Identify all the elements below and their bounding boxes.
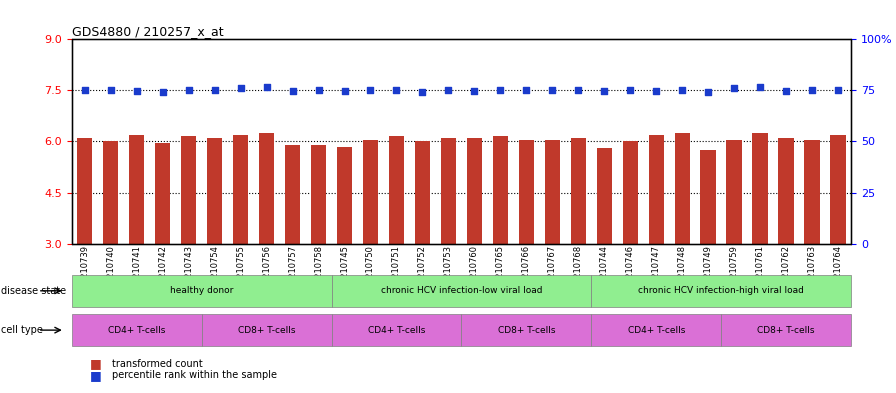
Point <box>545 86 559 93</box>
Bar <box>701 150 716 244</box>
Bar <box>519 140 534 244</box>
Text: transformed count: transformed count <box>112 358 202 369</box>
Point <box>649 88 663 94</box>
Point <box>831 86 845 93</box>
Text: healthy donor: healthy donor <box>170 286 233 295</box>
Bar <box>727 140 742 244</box>
Bar <box>259 133 274 244</box>
Bar <box>389 136 404 244</box>
Bar <box>207 138 222 244</box>
Point <box>493 86 507 93</box>
Bar <box>623 141 638 244</box>
Bar <box>831 135 846 244</box>
Point <box>701 89 715 95</box>
Bar <box>103 141 118 244</box>
Point <box>468 88 482 94</box>
Point <box>156 89 170 95</box>
Point <box>753 84 767 90</box>
Text: CD4+ T-cells: CD4+ T-cells <box>367 326 426 334</box>
Point <box>181 86 195 93</box>
Point <box>364 86 378 93</box>
Text: ■: ■ <box>90 357 101 370</box>
Text: GDS4880 / 210257_x_at: GDS4880 / 210257_x_at <box>72 25 223 38</box>
Bar <box>181 136 196 244</box>
Bar <box>129 135 144 244</box>
Bar <box>233 135 248 244</box>
Point <box>571 86 585 93</box>
Text: CD4+ T-cells: CD4+ T-cells <box>627 326 685 334</box>
Text: chronic HCV infection-low viral load: chronic HCV infection-low viral load <box>381 286 542 295</box>
Bar <box>337 147 352 244</box>
Text: ■: ■ <box>90 369 101 382</box>
Bar <box>753 133 768 244</box>
Point <box>597 88 611 94</box>
Point <box>779 88 794 94</box>
Point <box>207 86 221 93</box>
Bar <box>363 140 378 244</box>
Bar <box>545 140 560 244</box>
Bar <box>597 148 612 244</box>
Point <box>676 86 690 93</box>
Text: percentile rank within the sample: percentile rank within the sample <box>112 370 277 380</box>
Bar <box>415 141 430 244</box>
Point <box>624 86 638 93</box>
Point <box>233 85 247 92</box>
Point <box>260 84 274 90</box>
Point <box>389 86 403 93</box>
Bar <box>311 145 326 244</box>
Point <box>77 86 92 93</box>
Bar <box>285 145 300 244</box>
Text: disease state: disease state <box>1 286 66 296</box>
Bar <box>77 138 92 244</box>
Bar <box>675 133 690 244</box>
Text: cell type: cell type <box>1 325 43 335</box>
Point <box>415 89 430 95</box>
Point <box>727 85 741 92</box>
Bar <box>649 135 664 244</box>
Text: CD8+ T-cells: CD8+ T-cells <box>757 326 815 334</box>
Point <box>519 86 533 93</box>
Text: chronic HCV infection-high viral load: chronic HCV infection-high viral load <box>638 286 805 295</box>
Point <box>312 86 326 93</box>
Text: CD4+ T-cells: CD4+ T-cells <box>108 326 166 334</box>
Bar <box>155 143 170 244</box>
Bar <box>779 138 794 244</box>
Point <box>285 88 299 94</box>
Text: CD8+ T-cells: CD8+ T-cells <box>497 326 556 334</box>
Point <box>441 86 455 93</box>
Text: CD8+ T-cells: CD8+ T-cells <box>237 326 296 334</box>
Bar <box>467 138 482 244</box>
Point <box>337 88 351 94</box>
Bar <box>571 138 586 244</box>
Bar <box>441 138 456 244</box>
Bar <box>493 136 508 244</box>
Point <box>805 86 819 93</box>
Bar <box>805 140 820 244</box>
Point <box>103 86 118 93</box>
Point <box>129 88 143 94</box>
